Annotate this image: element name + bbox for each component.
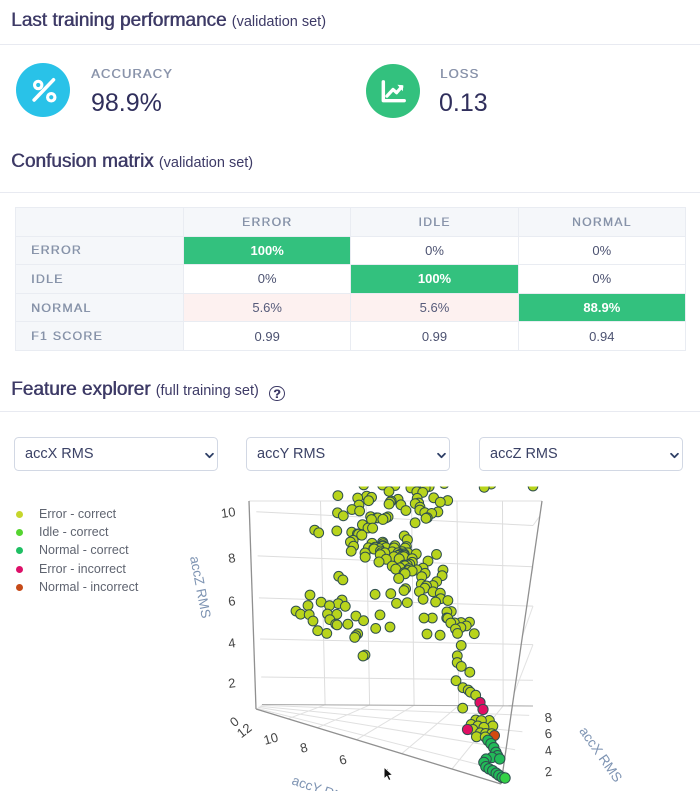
svg-text:6: 6 [227, 593, 236, 609]
svg-text:10: 10 [262, 730, 280, 748]
svg-text:4: 4 [227, 635, 236, 651]
svg-text:2: 2 [227, 675, 236, 691]
svg-text:6: 6 [544, 726, 553, 742]
svg-text:accY RMS: accY RMS [290, 773, 355, 808]
svg-text:accZ RMS: accZ RMS [187, 555, 214, 620]
svg-text:8: 8 [298, 739, 309, 755]
svg-text:accX RMS: accX RMS [576, 724, 625, 785]
svg-text:10: 10 [220, 504, 236, 521]
svg-text:8: 8 [227, 550, 236, 566]
svg-text:6: 6 [337, 751, 348, 767]
svg-text:8: 8 [544, 710, 553, 726]
svg-text:2: 2 [544, 764, 553, 780]
svg-text:4: 4 [544, 743, 553, 759]
